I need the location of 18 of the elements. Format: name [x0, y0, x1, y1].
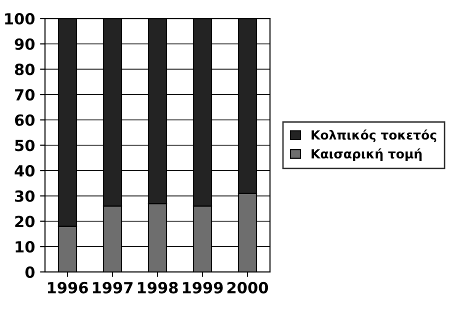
y-tick-label: 50 [15, 140, 35, 152]
y-tick-label: 90 [14, 38, 35, 50]
x-tick-label: 1997 [92, 282, 133, 294]
x-tick-label: 2000 [227, 282, 268, 294]
x-tick-label: 1998 [138, 282, 178, 294]
y-tick-label: 20 [15, 216, 35, 228]
legend-label: Καισαρική τομή [312, 148, 422, 161]
y-tick-label: 30 [15, 190, 35, 202]
x-tick-label: 1996 [48, 282, 88, 294]
legend-label: Κολπικός τοκετός [312, 130, 436, 142]
x-tick-label: 1999 [182, 282, 223, 294]
y-tick-label: 70 [15, 89, 35, 101]
y-tick-label: 10 [16, 241, 35, 253]
y-tick-label: 0 [25, 266, 35, 278]
y-tick-label: 80 [14, 64, 35, 76]
y-tick-label: 40 [14, 165, 35, 177]
y-tick-label: 60 [14, 114, 35, 126]
y-tick-label: 100 [5, 13, 35, 25]
